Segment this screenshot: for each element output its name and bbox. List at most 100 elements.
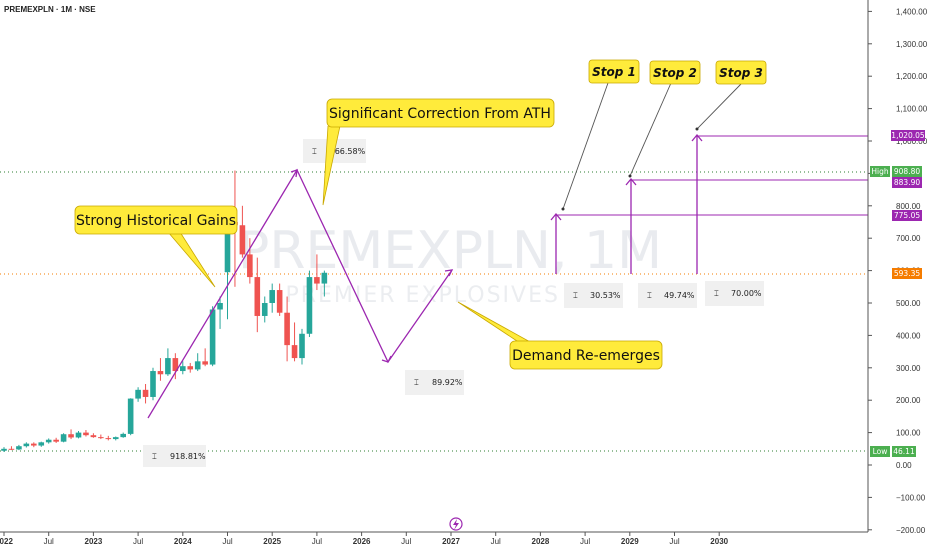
svg-text:⌶: ⌶ (414, 378, 419, 387)
trend-path (147, 168, 454, 419)
candle-body[interactable] (120, 433, 126, 438)
candle-body[interactable] (306, 277, 313, 334)
y-tick-label: 200.00 (896, 396, 921, 405)
price-tag-1020-value: 1,020.05 (891, 131, 925, 140)
y-tick-label: −100.00 (896, 493, 926, 502)
y-tick-label: 100.00 (896, 429, 921, 438)
candle-body[interactable] (83, 432, 89, 436)
candle-body[interactable] (299, 333, 305, 359)
x-tick-label: Jul (580, 537, 590, 546)
x-tick-label: Jul (669, 537, 679, 546)
price-tag-high-label: High (871, 167, 888, 176)
x-tick-label: 2026 (353, 537, 371, 546)
measure-label-3: 89.92% (432, 378, 463, 387)
x-tick-label: 2022 (0, 537, 13, 546)
stop-1-text: Stop 1 (592, 65, 636, 79)
candle-body[interactable] (180, 366, 186, 372)
candle-body[interactable] (38, 442, 45, 446)
candle-body[interactable] (209, 309, 216, 365)
measure-box-6[interactable]: ⌶ 70.00% (705, 281, 764, 306)
measure-box-4[interactable]: ⌶ 30.53% (564, 283, 623, 308)
x-tick-label: 2029 (621, 537, 639, 546)
candle-body[interactable] (261, 303, 268, 316)
candle-body[interactable] (202, 361, 208, 365)
candle-body[interactable] (247, 254, 253, 278)
price-tag-low: Low 46.11 (870, 446, 916, 457)
measure-box-3[interactable]: ⌶ 89.92% (405, 370, 464, 395)
candle-body[interactable] (187, 366, 194, 370)
candle-body[interactable] (1, 448, 7, 451)
candle-body[interactable] (321, 272, 328, 284)
stop-3-label[interactable]: Stop 3 (695, 60, 767, 131)
candle-body[interactable] (165, 358, 171, 375)
stop-1-label[interactable]: Stop 1 (561, 59, 640, 211)
candle-body[interactable] (314, 277, 320, 284)
price-tag-last: 593.35 (892, 268, 922, 279)
candle-body[interactable] (150, 371, 156, 397)
candle-body[interactable] (8, 448, 15, 450)
y-tick-label: 1,200.00 (896, 72, 928, 81)
candle-body[interactable] (31, 443, 37, 446)
candle-body[interactable] (68, 434, 74, 438)
candle-body[interactable] (23, 443, 30, 447)
price-tag-883-value: 883.90 (894, 178, 920, 187)
candle-body[interactable] (239, 225, 246, 255)
candle-body[interactable] (217, 303, 223, 310)
callout-demand[interactable]: Demand Re-emerges (457, 301, 663, 370)
candle-body[interactable] (112, 437, 119, 440)
callout-demand-text: Demand Re-emerges (512, 348, 660, 364)
callout-correction-text: Significant Correction From ATH (329, 106, 551, 122)
x-tick-label: Jul (401, 537, 411, 546)
x-tick-label: Jul (491, 537, 501, 546)
callout-correction[interactable]: Significant Correction From ATH (322, 98, 555, 206)
candle-body[interactable] (98, 437, 104, 439)
candle-body[interactable] (16, 446, 22, 450)
lightning-icon[interactable] (449, 517, 463, 531)
y-tick-label: 500.00 (896, 299, 921, 308)
candle-body[interactable] (127, 398, 134, 434)
price-tag-low-label: Low (873, 447, 888, 456)
candle-body[interactable] (291, 345, 298, 359)
price-tag-high-value: 908.80 (894, 167, 920, 176)
candle-body[interactable] (157, 371, 164, 375)
measure-box-1[interactable]: ⌶ 918.81% (143, 445, 206, 467)
target-2-arrowhead (625, 177, 637, 186)
symbol-header[interactable]: PREMEXPLN · 1M · NSE (4, 5, 96, 14)
stop-2-text: Stop 2 (653, 66, 697, 80)
candle-body[interactable] (45, 439, 52, 443)
candle-body[interactable] (194, 361, 201, 370)
price-tag-775-value: 775.05 (894, 211, 920, 220)
candle-body[interactable] (172, 358, 179, 372)
target-3-arrowhead (691, 133, 703, 142)
stop-2-label[interactable]: Stop 2 (628, 60, 701, 178)
y-tick-label: 1,000.00 (896, 137, 928, 146)
measure-label-6: 70.00% (731, 289, 762, 298)
candle-body[interactable] (105, 438, 112, 440)
trend-arrow-3 (444, 269, 454, 277)
x-tick-label: 2027 (442, 537, 460, 546)
x-tick-label: 2025 (263, 537, 281, 546)
candle-body[interactable] (224, 222, 231, 273)
target-1-arrowhead (550, 212, 562, 221)
callout-strong-gains[interactable]: Strong Historical Gains (74, 205, 238, 288)
candle-body[interactable] (142, 389, 149, 397)
candle-body[interactable] (254, 277, 261, 316)
candle-body[interactable] (75, 432, 82, 438)
candle-body[interactable] (276, 290, 283, 313)
candle-body[interactable] (90, 435, 97, 438)
svg-text:⌶: ⌶ (714, 289, 719, 298)
price-tag-last-value: 593.35 (894, 269, 920, 278)
candle-body[interactable] (53, 439, 59, 442)
measure-label-5: 49.74% (664, 291, 695, 300)
trend-zigzag-line (147, 168, 453, 419)
candles-layer (1, 170, 328, 453)
measure-box-5[interactable]: ⌶ 49.74% (638, 283, 697, 308)
candle-body[interactable] (269, 290, 275, 303)
candle-body[interactable] (284, 312, 290, 346)
stop-3-text: Stop 3 (719, 66, 763, 80)
svg-text:⌶: ⌶ (312, 147, 317, 156)
candle-body[interactable] (60, 434, 67, 442)
candle-body[interactable] (135, 389, 141, 399)
x-tick-label: 2024 (174, 537, 192, 546)
